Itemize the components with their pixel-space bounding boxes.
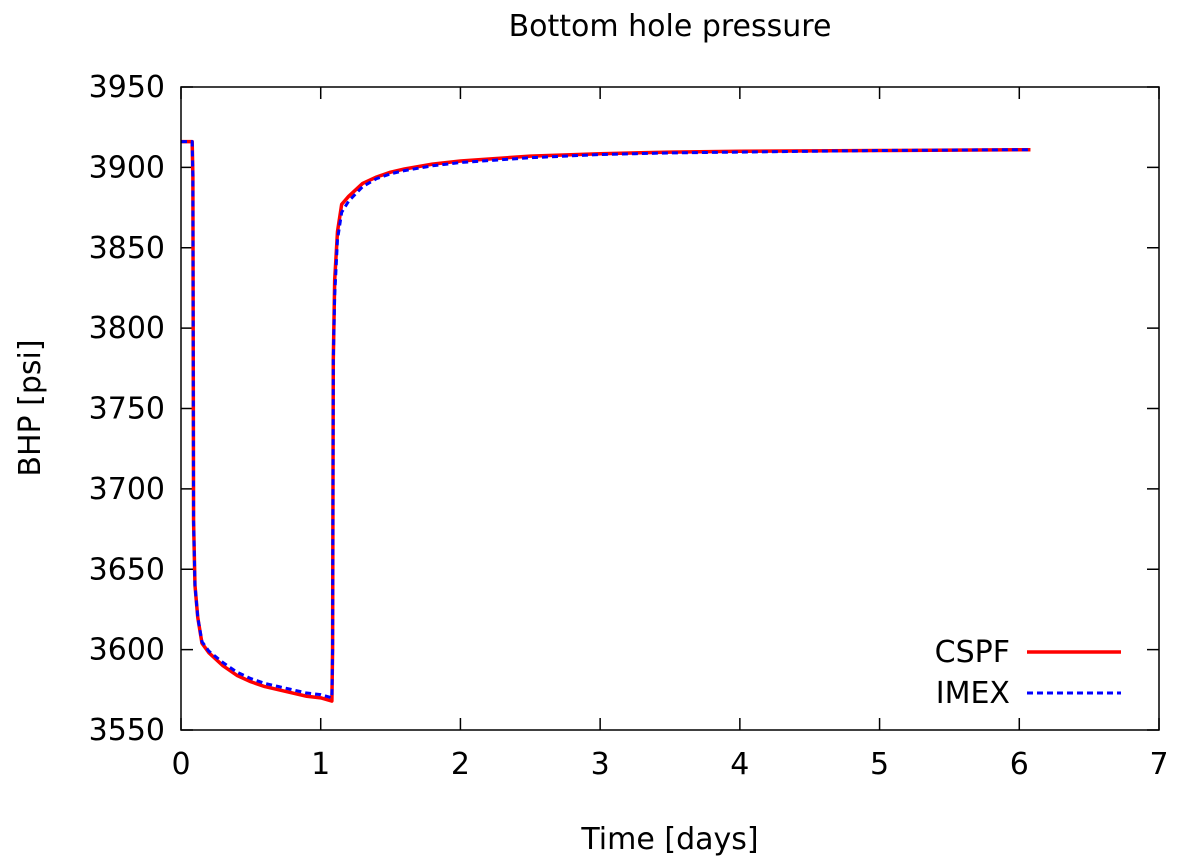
x-axis-label: Time [days] bbox=[580, 822, 758, 857]
x-tick-label-6: 6 bbox=[1010, 747, 1029, 782]
x-tick-label-3: 3 bbox=[591, 747, 610, 782]
series-line-imex bbox=[181, 140, 1031, 700]
y-tick-label-5: 3800 bbox=[89, 311, 165, 346]
chart-title: Bottom hole pressure bbox=[509, 9, 832, 44]
y-tick-label-7: 3900 bbox=[89, 150, 165, 185]
y-tick-label-8: 3950 bbox=[89, 70, 165, 105]
x-tick-label-2: 2 bbox=[451, 747, 470, 782]
x-tick-label-5: 5 bbox=[870, 747, 889, 782]
x-tick-label-1: 1 bbox=[311, 747, 330, 782]
legend: CSPF IMEX bbox=[935, 635, 1121, 711]
x-tick-label-7: 7 bbox=[1149, 747, 1168, 782]
y-tick-label-0: 3550 bbox=[89, 713, 165, 748]
legend-label-imex: IMEX bbox=[936, 676, 1010, 711]
x-tick-label-4: 4 bbox=[730, 747, 749, 782]
x-tick-label-0: 0 bbox=[171, 747, 190, 782]
y-tick-label-1: 3600 bbox=[89, 633, 165, 668]
y-axis-label: BHP [psi] bbox=[13, 339, 48, 476]
plot-frame bbox=[180, 86, 1160, 731]
y-tick-label-3: 3700 bbox=[89, 472, 165, 507]
y-tick-label-6: 3850 bbox=[89, 231, 165, 266]
y-tick-label-4: 3750 bbox=[89, 392, 165, 427]
axis-ticks: 0 1 2 3 4 5 6 7 3550 3600 3650 3700 3750 3800 3850 3900… bbox=[89, 70, 1169, 782]
series-layer bbox=[181, 139, 1031, 703]
legend-label-cspf: CSPF bbox=[935, 635, 1010, 670]
series-line-cspf bbox=[181, 139, 1031, 703]
y-tick-label-2: 3650 bbox=[89, 552, 165, 587]
